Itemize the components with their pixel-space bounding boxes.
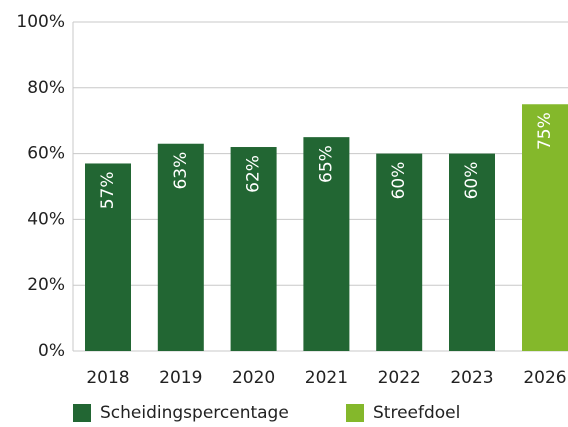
- y-tick-label: 100%: [16, 12, 65, 32]
- x-tick-label: 2022: [378, 368, 421, 388]
- y-tick-label: 60%: [27, 144, 65, 164]
- x-tick-label: 2026: [523, 368, 566, 388]
- x-tick-label: 2020: [232, 368, 275, 388]
- bar: [303, 137, 350, 351]
- x-tick-label: 2023: [450, 368, 493, 388]
- bar: [157, 143, 204, 351]
- y-tick-label: 0%: [38, 341, 65, 361]
- data-label: 62%: [244, 155, 264, 193]
- legend-label: Streefdoel: [373, 403, 460, 423]
- x-tick-label: 2021: [305, 368, 348, 388]
- y-tick-label: 40%: [27, 209, 65, 229]
- x-tick-label: 2018: [86, 368, 129, 388]
- legend-swatch: [346, 404, 364, 422]
- data-label: 60%: [389, 162, 409, 200]
- data-label: 57%: [98, 171, 118, 209]
- bar: [449, 153, 495, 351]
- y-tick-label: 20%: [27, 275, 65, 295]
- bar: [230, 147, 277, 351]
- bar: [85, 163, 131, 351]
- bar: [376, 153, 423, 351]
- y-tick-label: 80%: [27, 78, 65, 98]
- data-label: 63%: [171, 152, 191, 190]
- x-tick-label: 2019: [159, 368, 202, 388]
- data-label: 75%: [535, 112, 555, 150]
- data-label: 65%: [316, 145, 336, 183]
- bar: [522, 104, 568, 351]
- legend-swatch: [73, 404, 91, 422]
- legend-label: Scheidingspercentage: [100, 403, 289, 423]
- data-label: 60%: [462, 162, 482, 200]
